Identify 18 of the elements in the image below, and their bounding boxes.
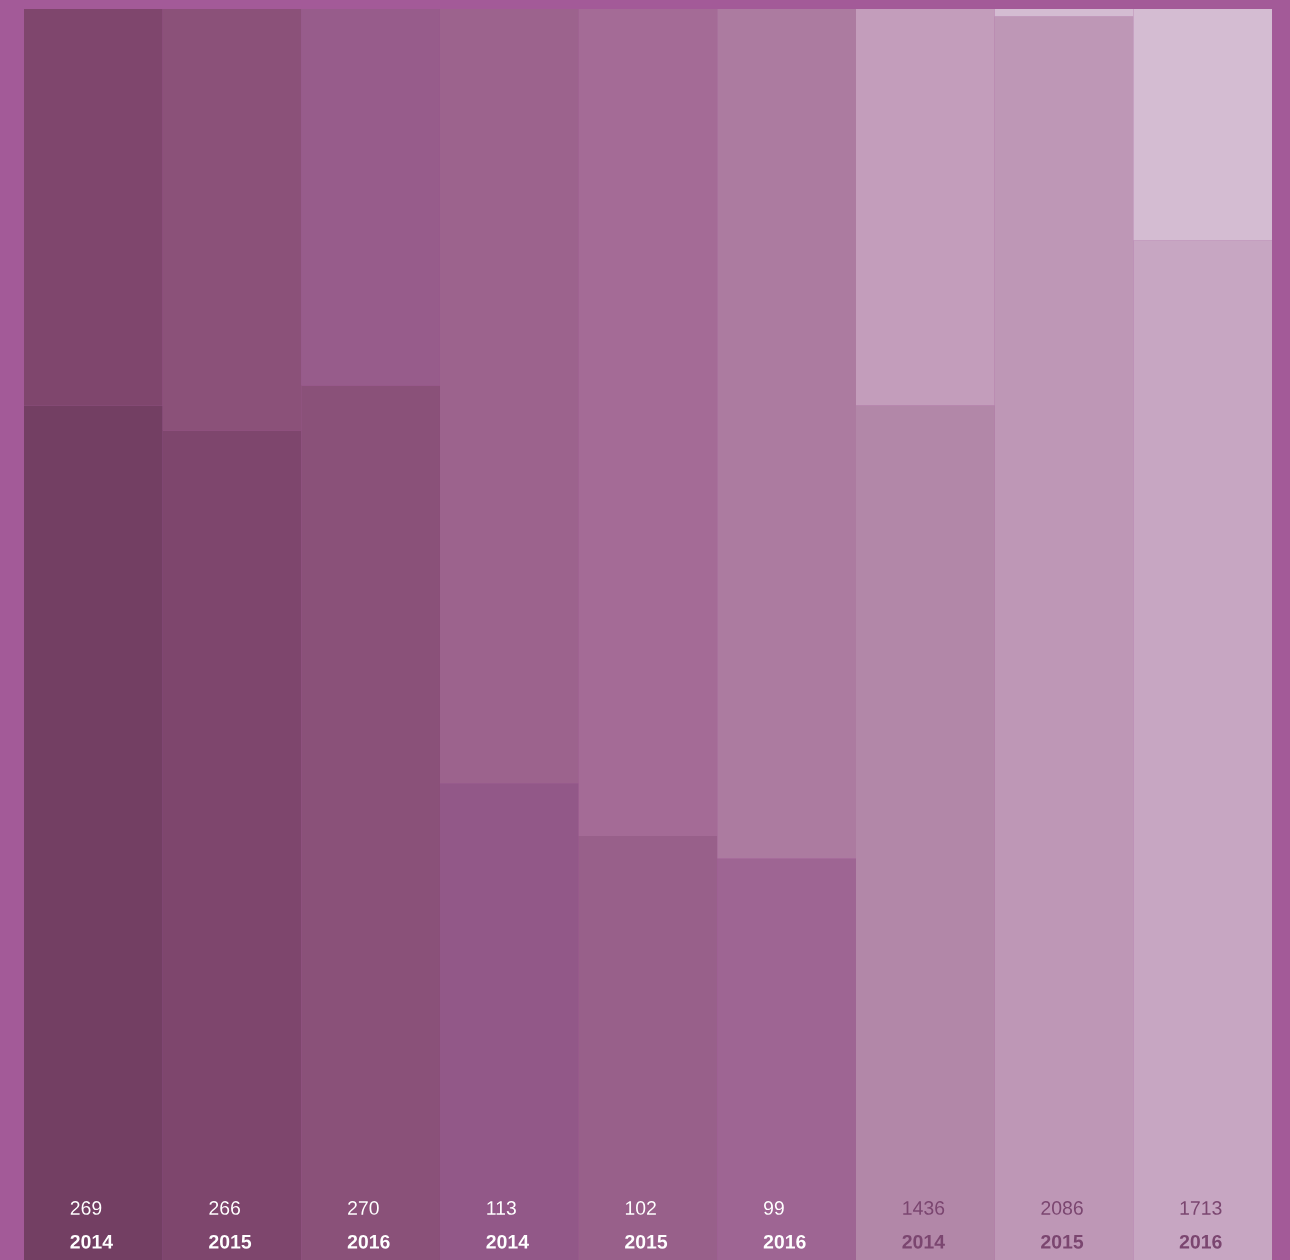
x-tick-label: 2015 xyxy=(625,1234,668,1249)
annotation: 1436 xyxy=(903,1201,945,1215)
annotation: 266 xyxy=(209,1201,241,1215)
x-tick-label: 2015 xyxy=(209,1234,252,1249)
annotation: 270 xyxy=(348,1201,379,1215)
annotation: 2086 xyxy=(1041,1201,1083,1215)
annotation: 113 xyxy=(487,1201,516,1215)
annotation: 99 xyxy=(764,1201,784,1215)
x-tick-label: 2015 xyxy=(1041,1234,1084,1249)
x-tick-label: 2016 xyxy=(347,1234,390,1249)
annotation: 1713 xyxy=(1180,1201,1222,1215)
x-tick-label: 2016 xyxy=(1179,1234,1222,1249)
annotation: 102 xyxy=(625,1201,656,1215)
x-tick-label: 2016 xyxy=(763,1234,806,1249)
x-tick-label: 2014 xyxy=(486,1234,529,1249)
x-tick-label: 2014 xyxy=(902,1234,945,1249)
annotation: 269 xyxy=(70,1201,102,1215)
x-tick-label: 2014 xyxy=(70,1234,113,1249)
